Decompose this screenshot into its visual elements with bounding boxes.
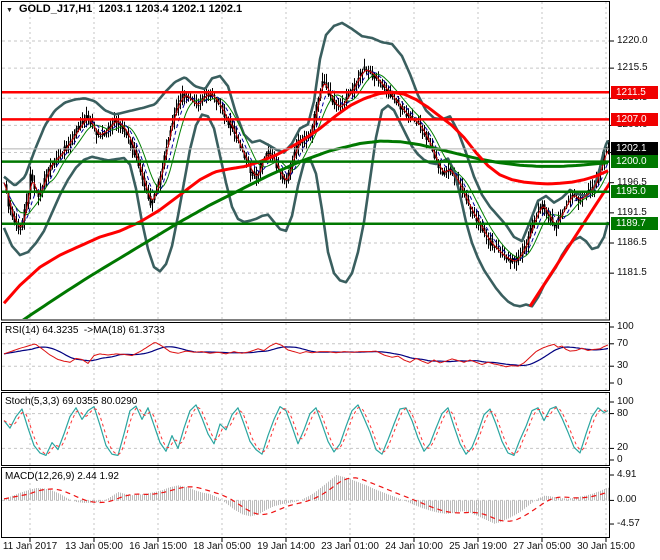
time-tick-label: 27 Jan 05:00	[513, 541, 571, 552]
price-tick-label: 1191.5	[617, 207, 647, 218]
time-tick-label: 13 Jan 05:00	[65, 541, 123, 552]
rsi-tick-label: 70	[617, 338, 629, 349]
stoch-tick-label: 20	[617, 442, 629, 453]
rsi-tick-label: 100	[617, 321, 634, 332]
stoch-tick-label: 80	[617, 408, 629, 419]
time-tick-label: 11 Jan 2017	[2, 541, 58, 552]
time-tick-label: 18 Jan 05:00	[193, 541, 251, 552]
stoch-indicator-label: Stoch(5,3,3) 69.0355 80.0290	[5, 396, 138, 407]
time-tick-label: 19 Jan 14:00	[257, 541, 315, 552]
macd-tick-label: 0.00	[617, 494, 637, 505]
rsi-tick-label: 30	[617, 360, 629, 371]
rsi-tick-label: 0	[617, 377, 623, 388]
time-tick-label: 30 Jan 15:00	[577, 541, 635, 552]
time-axis[interactable]: 11 Jan 2017 13 Jan 05:00 16 Jan 15:00 18 Ja…	[0, 538, 660, 560]
rsi-indicator-label: RSI(14) 64.3235 ->MA(18) 61.3733	[5, 325, 165, 336]
symbol-dropdown-icon[interactable]: ▼	[6, 6, 13, 14]
macd-indicator-label: MACD(12,26,9) 2.44 1.92	[5, 471, 119, 482]
price-level-badge: 1200.0	[611, 155, 658, 168]
price-axis[interactable]: 1220.01215.51210.51206.01201.51196.51191…	[608, 0, 660, 538]
price-tick-label: 1196.5	[617, 177, 647, 188]
price-tick-label: 1215.5	[617, 62, 648, 73]
time-tick-label: 24 Jan 10:00	[385, 541, 443, 552]
price-level-badge: 1195.0	[611, 185, 658, 198]
time-tick-label: 25 Jan 19:00	[449, 541, 507, 552]
time-tick-label: 23 Jan 01:00	[321, 541, 379, 552]
price-tick-label: 1181.5	[617, 267, 647, 278]
chart-title-text: GOLD_J17,H1 1203.1 1203.4 1202.1 1202.1	[18, 3, 243, 15]
price-level-badge: 1211.5	[611, 86, 658, 99]
chart-title: ▼ GOLD_J17,H1 1203.1 1203.4 1202.1 1202.…	[6, 3, 242, 15]
price-tick-label: 1186.5	[617, 237, 647, 248]
price-tick-label: 1220.0	[617, 35, 648, 46]
price-level-badge: 1207.0	[611, 113, 658, 126]
time-tick-label: 16 Jan 15:00	[129, 541, 187, 552]
macd-tick-label: 4.91	[617, 469, 637, 480]
price-level-badge: 1189.7	[611, 217, 658, 230]
stoch-tick-label: 0	[617, 454, 623, 465]
current-price-badge: 1202.1	[611, 142, 658, 155]
stoch-tick-label: 100	[617, 396, 634, 407]
macd-tick-label: -4.57	[617, 518, 640, 529]
